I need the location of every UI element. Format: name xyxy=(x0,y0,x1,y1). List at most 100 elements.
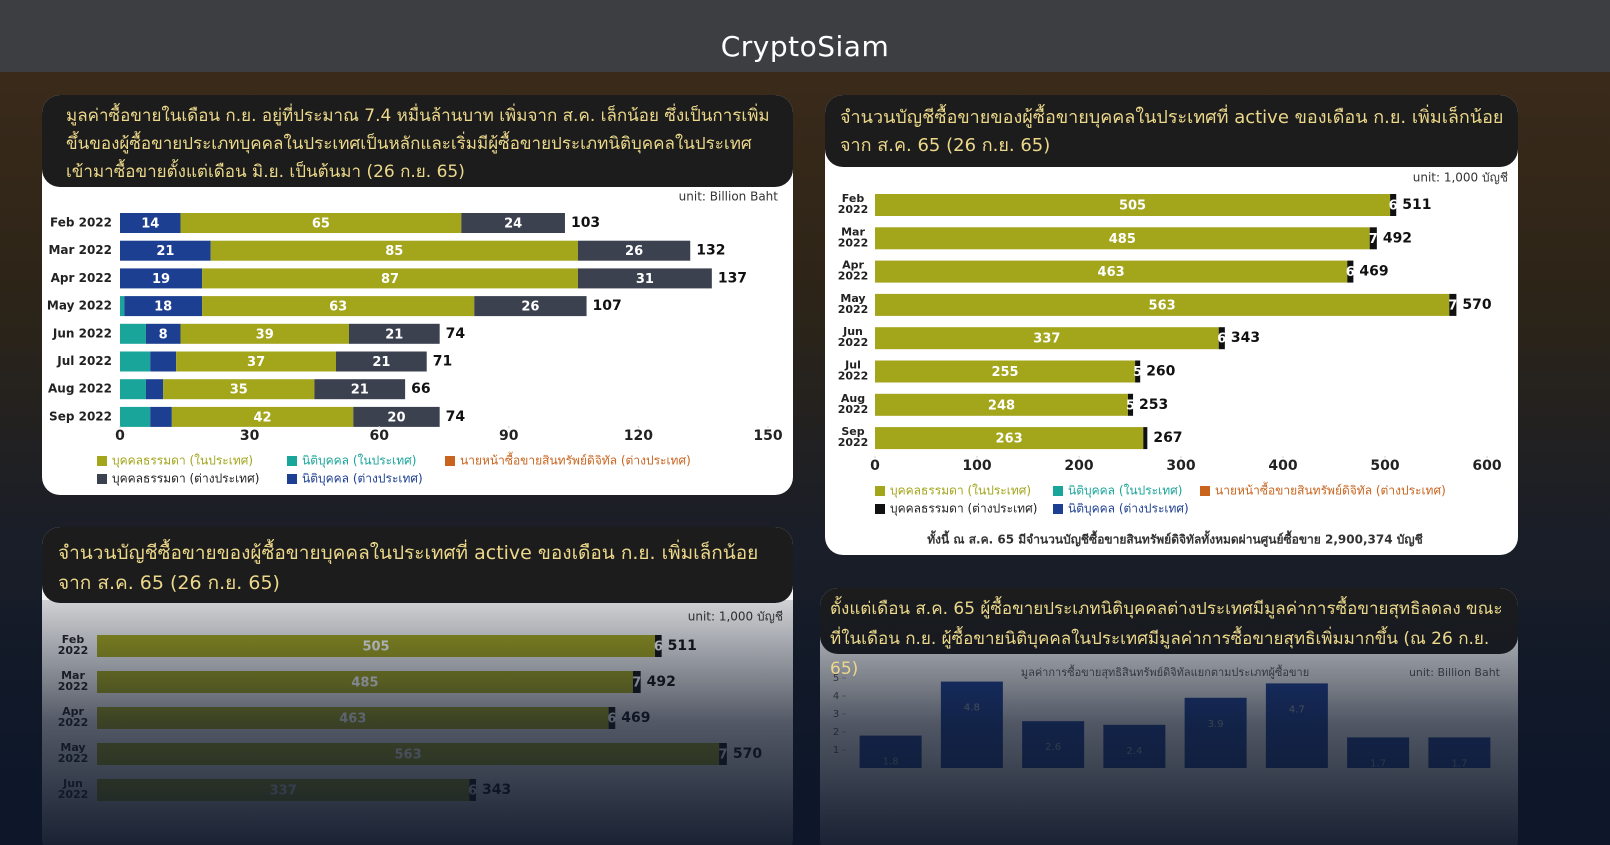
chart-title: จำนวนบัญชีซื้อขายของผู้ซื้อขายบุคคลในประ… xyxy=(58,542,759,594)
bar-segment xyxy=(180,213,462,233)
total-label: 71 xyxy=(433,354,452,370)
bar-segment xyxy=(202,268,578,289)
y-tick-label: Aug 2022 xyxy=(838,392,869,416)
bar-label: 21 xyxy=(156,244,174,259)
total-label: 137 xyxy=(718,270,747,286)
bar-segment xyxy=(875,360,1136,383)
legend-swatch xyxy=(445,456,455,466)
bar-label: 42 xyxy=(254,410,272,425)
chart-title: ตั้งแต่เดือน ส.ค. 65 ผู้ซื้อขายประเภทนิต… xyxy=(830,599,1503,679)
bar-label: 337 xyxy=(1033,332,1060,347)
bar-label: 7 xyxy=(1448,298,1457,313)
card-header xyxy=(42,95,793,187)
legend-swatch xyxy=(1053,504,1063,514)
total-label: 469 xyxy=(1359,264,1388,280)
legend-swatch xyxy=(287,456,297,466)
bar-segment xyxy=(150,406,172,427)
bar-segment xyxy=(180,323,349,344)
total-label: 343 xyxy=(1231,330,1260,346)
bar-label: 63 xyxy=(329,300,347,315)
bar-segment xyxy=(1218,327,1225,350)
legend-label: บุคคลธรรมดา (ในประเทศ) xyxy=(890,484,1031,499)
bar-label: 37 xyxy=(247,355,265,370)
bar-label: 21 xyxy=(372,355,390,370)
bar-label: 21 xyxy=(351,383,369,398)
bar-segment xyxy=(875,327,1219,350)
y-tick-label: Jul 2022 xyxy=(838,359,869,383)
total-label: 267 xyxy=(1153,430,1182,446)
fade-overlay xyxy=(0,600,1610,845)
total-label: 570 xyxy=(1462,297,1491,313)
unit-label: unit: 1,000 บัญชี xyxy=(1413,171,1508,185)
x-tick-label: 500 xyxy=(1370,458,1399,474)
total-label: 107 xyxy=(593,298,622,314)
total-label: 74 xyxy=(446,326,466,342)
bar-segment xyxy=(120,351,151,372)
bar-segment xyxy=(120,296,125,317)
bar-label: 563 xyxy=(1149,298,1176,313)
total-label: 260 xyxy=(1146,364,1175,380)
bar-segment xyxy=(120,406,151,427)
brand: CryptoSiam xyxy=(720,30,890,63)
bar-label: 263 xyxy=(996,432,1023,447)
bar-segment xyxy=(120,323,146,344)
bar-segment xyxy=(314,379,406,400)
x-tick-label: 400 xyxy=(1268,458,1297,474)
bar-label: 20 xyxy=(387,410,405,425)
x-tick-label: 30 xyxy=(240,428,260,444)
bar-segment xyxy=(474,296,587,317)
y-tick-label: Sep 2022 xyxy=(49,409,112,423)
legend-swatch xyxy=(1053,486,1063,496)
chart-title: มูลค่าซื้อขายในเดือน ก.ย. อยู่ที่ประมาณ … xyxy=(66,106,770,182)
x-tick-label: 120 xyxy=(624,428,653,444)
legend-label: นิติบุคคล (ในประเทศ) xyxy=(1068,484,1182,499)
bar-segment xyxy=(145,323,181,344)
legend-swatch xyxy=(287,474,297,484)
bar-label: 5 xyxy=(1126,398,1135,413)
x-tick-label: 600 xyxy=(1472,458,1501,474)
bar-segment xyxy=(348,323,440,344)
legend-label: บุคคลธรรมดา (ในประเทศ) xyxy=(112,454,253,469)
bar-segment xyxy=(875,194,1391,216)
bar-label: 248 xyxy=(988,398,1015,413)
bar-label: 21 xyxy=(385,327,403,342)
bar-label: 485 xyxy=(1109,232,1136,247)
card-header xyxy=(42,527,793,603)
bar-label: 6 xyxy=(1217,332,1226,347)
bar-segment xyxy=(120,240,211,261)
bar-segment xyxy=(353,406,440,427)
bar-label: 85 xyxy=(385,244,403,259)
legend-swatch xyxy=(97,474,107,484)
bar-segment xyxy=(120,379,146,400)
bar-label: 463 xyxy=(1098,265,1125,280)
legend-label: บุคคลธรรมดา (ต่างประเทศ) xyxy=(112,472,259,487)
bar-segment xyxy=(202,296,475,317)
y-tick-label: Feb 2022 xyxy=(50,216,112,230)
unit-label: unit: Billion Baht xyxy=(679,190,779,204)
bar-label: 39 xyxy=(256,327,274,342)
bar-label: 35 xyxy=(230,383,248,398)
bar-segment xyxy=(461,213,565,233)
bar-label: 14 xyxy=(141,217,159,232)
legend-label: นิติบุคคล (ต่างประเทศ) xyxy=(1068,502,1189,517)
total-label: 103 xyxy=(571,215,600,231)
y-tick-label: Jun 2022 xyxy=(52,326,112,340)
card-header xyxy=(825,95,1518,167)
bar-segment xyxy=(171,406,354,427)
bar-segment xyxy=(875,293,1450,316)
x-tick-label: 100 xyxy=(962,458,991,474)
bar-segment xyxy=(176,351,336,372)
bar-label: 31 xyxy=(636,272,654,287)
legend-swatch xyxy=(875,504,885,514)
total-label: 74 xyxy=(446,409,466,425)
legend-label: นิติบุคคล (ในประเทศ) xyxy=(302,454,416,469)
bar-segment xyxy=(577,240,691,261)
bar-segment xyxy=(150,351,177,372)
bar-segment xyxy=(336,351,427,372)
bar-label: 24 xyxy=(504,217,522,232)
bar-label: 5 xyxy=(1133,365,1142,380)
bar-segment xyxy=(1369,227,1377,250)
